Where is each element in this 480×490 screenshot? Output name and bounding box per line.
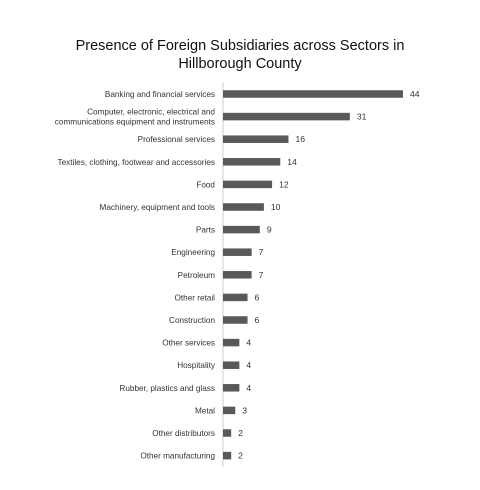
category-label: Parts [196, 226, 215, 235]
data-label: 4 [246, 383, 251, 393]
category-label: Rubber, plastics and glass [119, 384, 215, 393]
bar [223, 406, 236, 415]
bar [223, 112, 350, 121]
data-label: 10 [271, 202, 281, 212]
bar [223, 135, 289, 143]
bar [223, 338, 240, 347]
data-label: 44 [410, 89, 420, 99]
category-label: Other retail [175, 293, 216, 302]
data-label: 3 [242, 405, 247, 415]
category-label: Other manufacturing [140, 452, 215, 461]
category-label: Other services [162, 339, 215, 348]
data-label: 2 [238, 451, 243, 461]
data-label: 14 [287, 157, 297, 167]
category-label: Textiles, clothing, footwear and accesso… [58, 158, 215, 167]
category-label: communications equipment and instruments [55, 118, 215, 127]
bar [223, 180, 273, 189]
data-label: 6 [255, 292, 260, 302]
data-label: 16 [295, 134, 305, 144]
data-label: 31 [357, 112, 367, 122]
bar [223, 158, 281, 166]
category-label: Petroleum [178, 271, 215, 280]
data-label: 9 [267, 225, 272, 235]
data-label: 4 [246, 360, 251, 370]
chart-title-line: Presence of Foreign Subsidiaries across … [76, 38, 405, 54]
category-label: Computer, electronic, electrical and [87, 108, 215, 117]
chart-title-line: Hillborough County [178, 56, 302, 72]
category-label: Construction [169, 316, 215, 325]
category-label: Metal [195, 406, 215, 415]
bar [223, 203, 264, 211]
bar [223, 293, 248, 302]
data-label: 12 [279, 179, 289, 189]
bar [223, 248, 252, 256]
category-labels: Banking and financial services Computer, … [55, 90, 216, 461]
data-label: 4 [246, 338, 251, 348]
category-label: Machinery, equipment and tools [100, 203, 215, 212]
bar [223, 225, 260, 234]
category-label: Food [196, 180, 215, 189]
category-label: Other distributors [152, 429, 215, 438]
bar [223, 90, 403, 98]
bar [223, 384, 240, 392]
bar [223, 429, 232, 437]
data-label: 7 [259, 247, 264, 257]
bar [223, 451, 232, 460]
bar-series [223, 90, 403, 460]
chart-title: Presence of Foreign Subsidiaries across … [76, 38, 405, 72]
bar [223, 361, 240, 369]
category-label: Engineering [171, 248, 215, 257]
data-label: 2 [238, 428, 243, 438]
category-label: Banking and financial services [105, 90, 215, 99]
data-label: 6 [255, 315, 260, 325]
data-label: 7 [259, 270, 264, 280]
category-label: Professional services [138, 135, 215, 144]
bar [223, 271, 252, 279]
bar [223, 316, 248, 324]
category-label: Hospitality [177, 361, 216, 370]
